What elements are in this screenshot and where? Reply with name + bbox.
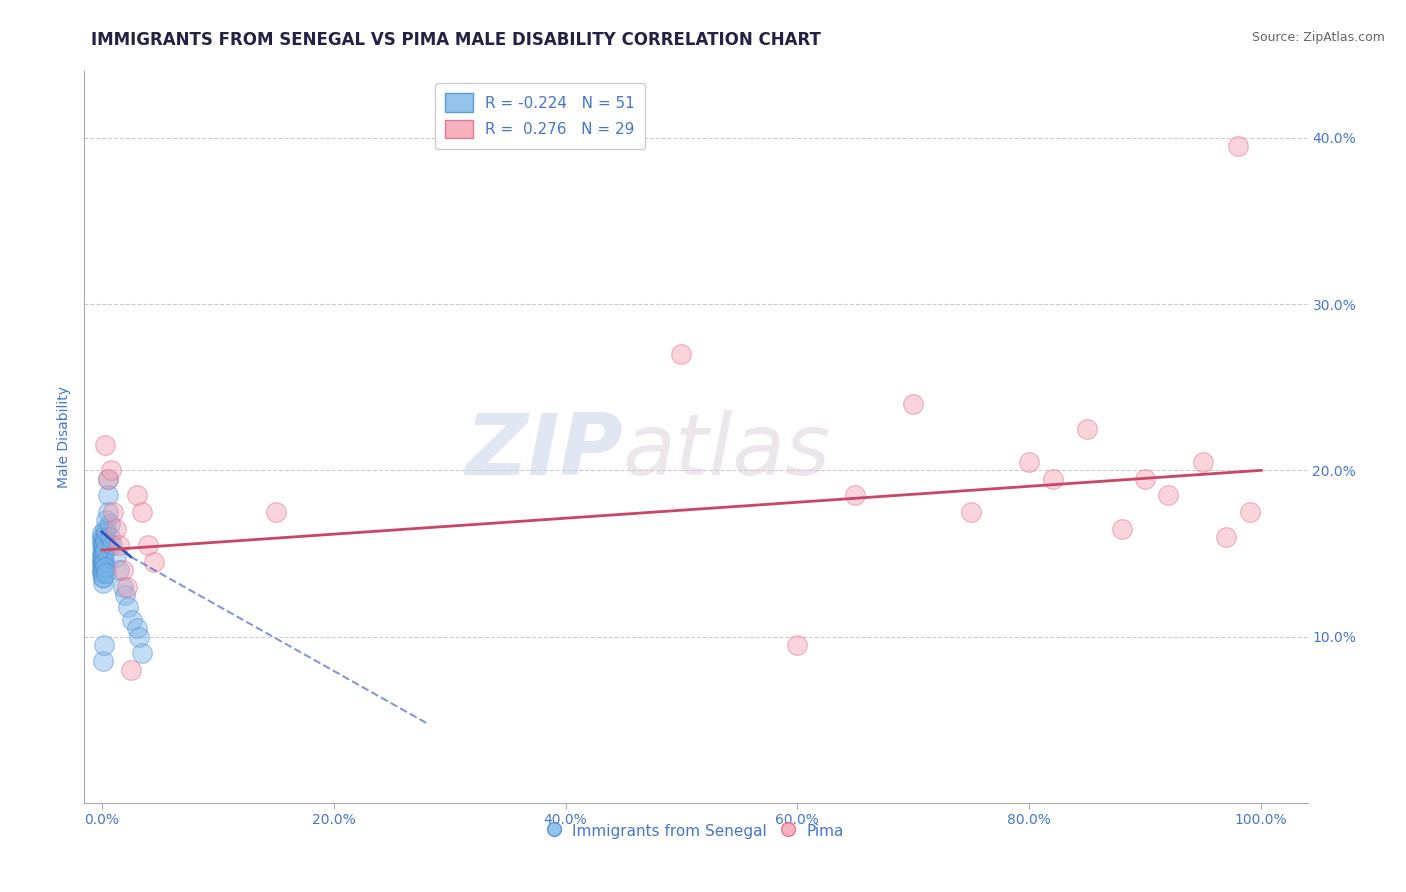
Point <box>1239 505 1261 519</box>
Point <box>93 543 115 558</box>
Point <box>114 588 136 602</box>
Point <box>91 538 114 552</box>
Point <box>93 555 115 569</box>
Point <box>91 555 114 569</box>
Point <box>96 472 118 486</box>
Point <box>91 566 114 581</box>
Point <box>91 546 114 560</box>
Text: ZIP: ZIP <box>465 410 623 493</box>
Point <box>94 513 117 527</box>
Point <box>91 559 114 574</box>
Point <box>93 546 115 560</box>
Point <box>844 488 866 502</box>
Point <box>1076 422 1098 436</box>
Point <box>91 543 114 558</box>
Point <box>121 613 143 627</box>
Text: atlas: atlas <box>623 410 831 493</box>
Point <box>94 524 117 539</box>
Point <box>91 551 114 566</box>
Point <box>1192 455 1215 469</box>
Point <box>117 599 139 614</box>
Point <box>91 563 114 577</box>
Point <box>91 558 114 573</box>
Point <box>264 505 287 519</box>
Point <box>1215 530 1237 544</box>
Point <box>671 347 693 361</box>
Point <box>93 533 115 548</box>
Point <box>91 538 114 552</box>
Point <box>125 621 148 635</box>
Point <box>93 521 115 535</box>
Point <box>96 488 118 502</box>
Point <box>111 563 134 577</box>
Point <box>91 533 114 548</box>
Point <box>93 538 115 552</box>
Point <box>98 516 121 531</box>
Point <box>91 526 114 541</box>
Point <box>94 559 117 574</box>
Point <box>93 638 115 652</box>
Point <box>1227 139 1250 153</box>
Point <box>142 555 165 569</box>
Point <box>93 655 115 669</box>
Point <box>91 546 114 560</box>
Point <box>104 549 127 564</box>
Point <box>91 576 114 591</box>
Point <box>91 558 114 573</box>
Point <box>91 555 114 569</box>
Point <box>96 472 118 486</box>
Point <box>96 566 118 581</box>
Point <box>98 530 121 544</box>
Point <box>91 549 114 564</box>
Point <box>131 646 153 660</box>
Point <box>100 463 122 477</box>
Point <box>91 571 114 585</box>
Point <box>91 530 114 544</box>
Text: Source: ZipAtlas.com: Source: ZipAtlas.com <box>1251 31 1385 45</box>
Point <box>1018 455 1040 469</box>
Point <box>101 538 124 552</box>
Point <box>96 505 118 519</box>
Point <box>111 580 134 594</box>
Point <box>91 566 114 581</box>
Point <box>104 521 127 535</box>
Point <box>1135 472 1157 486</box>
Point <box>108 538 131 552</box>
Point <box>136 538 159 552</box>
Point <box>103 505 125 519</box>
Point <box>91 563 114 577</box>
Point <box>117 580 139 594</box>
Point <box>1042 472 1064 486</box>
Point <box>108 563 131 577</box>
Point <box>786 638 808 652</box>
Point <box>94 438 117 452</box>
Point <box>960 505 983 519</box>
Point <box>93 530 115 544</box>
Point <box>125 488 148 502</box>
Text: IMMIGRANTS FROM SENEGAL VS PIMA MALE DISABILITY CORRELATION CHART: IMMIGRANTS FROM SENEGAL VS PIMA MALE DIS… <box>91 31 821 49</box>
Point <box>128 630 150 644</box>
Point <box>1111 521 1133 535</box>
Point <box>903 397 925 411</box>
Point <box>131 505 153 519</box>
Point <box>120 663 142 677</box>
Point <box>1157 488 1180 502</box>
Legend: Immigrants from Senegal, Pima: Immigrants from Senegal, Pima <box>541 815 851 847</box>
Point <box>91 551 114 566</box>
Point <box>91 570 114 584</box>
Y-axis label: Male Disability: Male Disability <box>58 386 72 488</box>
